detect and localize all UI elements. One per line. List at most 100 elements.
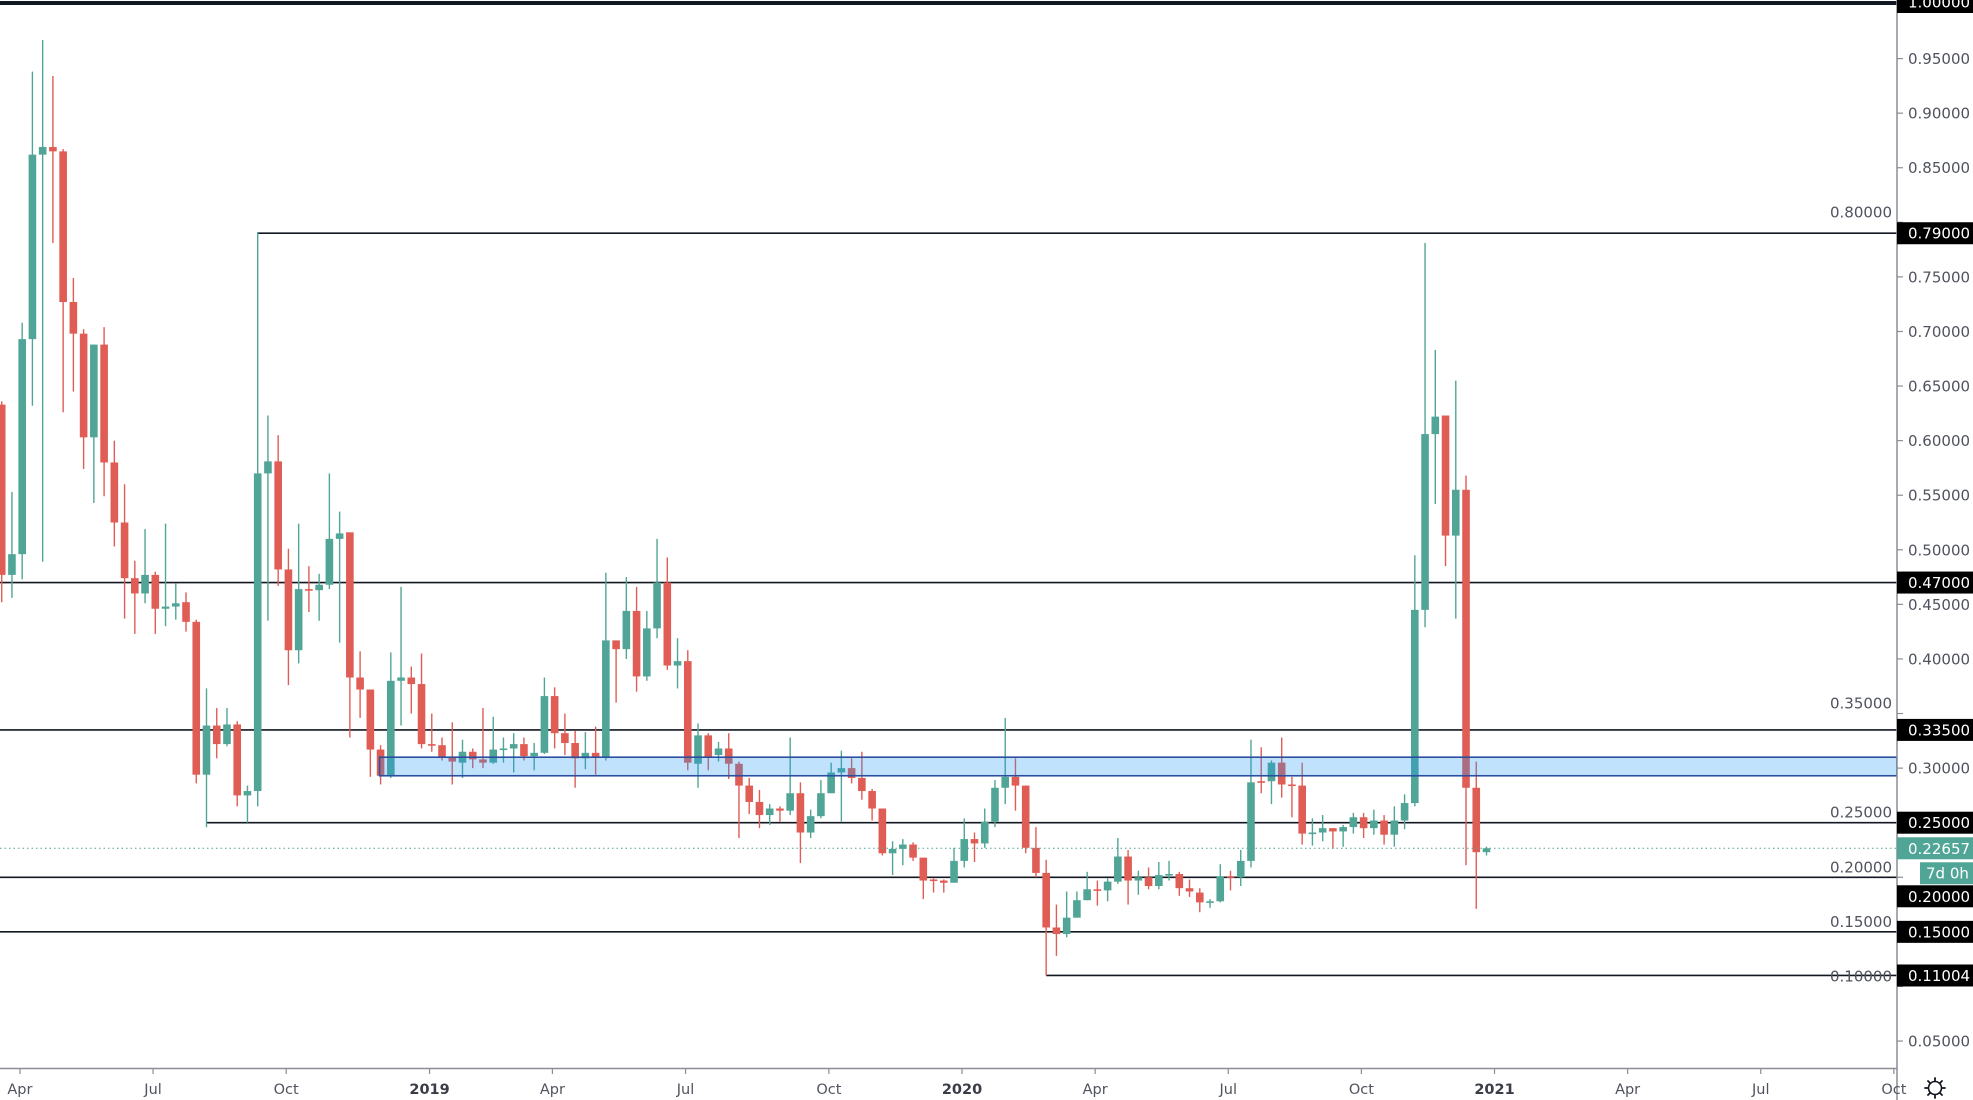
candle-down[interactable]: [1124, 849, 1132, 905]
support-zone-rect[interactable]: [378, 756, 1898, 777]
candle-up[interactable]: [1114, 837, 1122, 884]
candle-up[interactable]: [18, 322, 26, 580]
candle-down[interactable]: [1032, 827, 1040, 878]
candle-up[interactable]: [837, 750, 846, 822]
candle-up[interactable]: [1236, 849, 1245, 887]
candle-down[interactable]: [427, 713, 436, 752]
candle-down[interactable]: [69, 277, 78, 392]
candle-up[interactable]: [1062, 891, 1071, 938]
candle-down[interactable]: [59, 149, 67, 413]
candle-up[interactable]: [8, 491, 16, 598]
candle-down[interactable]: [0, 401, 6, 603]
candle-up[interactable]: [1155, 861, 1163, 890]
candle-up[interactable]: [1001, 717, 1010, 805]
gear-icon[interactable]: [1924, 1077, 1946, 1099]
level-price-label[interactable]: 0.33500: [1897, 718, 1973, 741]
candle-up[interactable]: [1308, 818, 1317, 846]
candle-up[interactable]: [202, 688, 211, 828]
candle-up[interactable]: [171, 583, 180, 620]
candle-down[interactable]: [182, 592, 190, 632]
candle-up[interactable]: [899, 839, 907, 866]
candle-down[interactable]: [1462, 475, 1470, 866]
level-price-label[interactable]: 0.15000: [1897, 920, 1973, 943]
candle-down[interactable]: [663, 557, 672, 670]
candle-down[interactable]: [1472, 761, 1481, 909]
candle-up[interactable]: [1267, 760, 1276, 805]
candle-down[interactable]: [233, 721, 242, 807]
candle-up[interactable]: [1390, 806, 1399, 847]
candle-down[interactable]: [591, 726, 600, 775]
candle-up[interactable]: [765, 804, 774, 825]
candle-down[interactable]: [376, 745, 385, 785]
candle-down[interactable]: [1380, 815, 1388, 845]
candle-up[interactable]: [1318, 815, 1327, 842]
candle-down[interactable]: [1359, 812, 1368, 838]
candle-down[interactable]: [571, 731, 579, 788]
candle-up[interactable]: [1103, 878, 1112, 902]
candle-down[interactable]: [417, 653, 426, 749]
candle-down[interactable]: [1441, 415, 1450, 567]
candle-up[interactable]: [397, 586, 405, 726]
candle-down[interactable]: [1257, 747, 1266, 794]
level-price-label[interactable]: 0.20000: [1897, 885, 1973, 908]
candle-up[interactable]: [960, 818, 969, 868]
candle-up[interactable]: [827, 762, 835, 794]
candle-up[interactable]: [888, 841, 897, 876]
candle-down[interactable]: [1042, 859, 1050, 976]
candle-up[interactable]: [694, 723, 702, 788]
candle-down[interactable]: [755, 789, 764, 829]
candle-up[interactable]: [1134, 870, 1143, 895]
candle-up[interactable]: [581, 732, 590, 770]
candle-down[interactable]: [356, 651, 364, 718]
candle-up[interactable]: [602, 572, 610, 761]
candle-down[interactable]: [683, 650, 692, 771]
level-price-label[interactable]: 0.25000: [1897, 811, 1973, 834]
candle-down[interactable]: [100, 327, 108, 497]
candle-up[interactable]: [1073, 891, 1081, 918]
candle-down[interactable]: [745, 777, 754, 814]
candle-up[interactable]: [28, 71, 37, 406]
candle-down[interactable]: [110, 440, 119, 547]
candle-up[interactable]: [90, 344, 98, 503]
candle-up[interactable]: [161, 523, 170, 627]
candle-up[interactable]: [325, 473, 334, 590]
candle-up[interactable]: [1216, 864, 1225, 903]
candle-down[interactable]: [1185, 879, 1194, 897]
candle-up[interactable]: [1247, 739, 1255, 868]
candle-down[interactable]: [1021, 785, 1030, 854]
candle-up[interactable]: [509, 733, 518, 773]
candle-up[interactable]: [540, 677, 549, 754]
candle-up[interactable]: [499, 737, 508, 763]
candle-up[interactable]: [673, 638, 682, 689]
candle-up[interactable]: [141, 529, 149, 604]
candle-down[interactable]: [550, 687, 559, 749]
candle-up[interactable]: [335, 511, 344, 643]
candle-up[interactable]: [1451, 380, 1460, 619]
candle-up[interactable]: [1339, 824, 1347, 847]
candle-up[interactable]: [1421, 243, 1429, 628]
candle-down[interactable]: [79, 329, 88, 470]
candle-up[interactable]: [991, 780, 999, 828]
candle-down[interactable]: [468, 748, 477, 769]
candle-up[interactable]: [950, 847, 958, 883]
candle-down[interactable]: [1288, 776, 1296, 818]
candle-up[interactable]: [653, 538, 661, 639]
candle-up[interactable]: [294, 523, 303, 664]
candle-down[interactable]: [1052, 904, 1061, 956]
candle-down[interactable]: [49, 76, 57, 244]
candle-down[interactable]: [561, 713, 569, 756]
level-price-label[interactable]: 1.00000: [1897, 0, 1973, 13]
candle-down[interactable]: [929, 878, 938, 893]
candle-up[interactable]: [315, 573, 323, 621]
candle-up[interactable]: [643, 610, 651, 681]
candle-up[interactable]: [1431, 350, 1440, 504]
candle-up[interactable]: [38, 40, 47, 562]
candle-down[interactable]: [284, 548, 293, 686]
price-axis[interactable]: [1897, 0, 1973, 1100]
level-price-label[interactable]: 0.11004: [1897, 964, 1973, 987]
candle-down[interactable]: [632, 586, 641, 692]
candle-down[interactable]: [274, 435, 282, 586]
candle-down[interactable]: [796, 782, 805, 864]
candle-up[interactable]: [253, 232, 262, 807]
candle-up[interactable]: [223, 708, 231, 747]
